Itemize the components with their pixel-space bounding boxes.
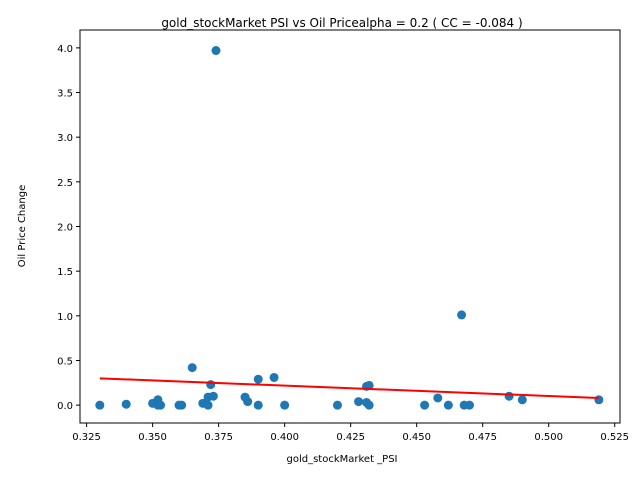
x-tick-label: 0.425 (336, 432, 365, 443)
data-point (420, 400, 430, 410)
data-point (156, 400, 166, 410)
data-point (443, 400, 453, 410)
y-tick-label: 1.5 (57, 267, 73, 278)
data-point (457, 310, 467, 320)
data-point (187, 363, 197, 373)
y-tick-label: 2.0 (57, 223, 73, 234)
x-tick-label: 0.325 (72, 432, 101, 443)
x-tick-label: 0.350 (138, 432, 167, 443)
data-point (269, 372, 279, 382)
data-point (464, 400, 474, 410)
y-tick-label: 0.5 (57, 356, 73, 367)
x-tick-label: 0.400 (270, 432, 299, 443)
x-axis-label: gold_stockMarket _PSI (286, 454, 397, 465)
x-tick-label: 0.475 (468, 432, 497, 443)
data-point (95, 400, 105, 410)
data-point (332, 400, 342, 410)
y-tick-label: 0.0 (57, 401, 73, 412)
data-point (280, 400, 290, 410)
data-point (253, 374, 263, 384)
data-point (211, 46, 221, 56)
regression-line (99, 377, 599, 399)
x-tick-label: 0.500 (534, 432, 563, 443)
data-point (253, 400, 263, 410)
data-point (517, 395, 527, 405)
x-tick-label: 0.525 (600, 432, 629, 443)
data-point (206, 380, 216, 390)
plot-frame (79, 29, 621, 424)
chart-title: gold_stockMarket PSI vs Oil Pricealpha =… (161, 16, 522, 30)
y-tick-label: 4.0 (57, 44, 73, 55)
data-point (433, 393, 443, 403)
x-tick-label: 0.450 (402, 432, 431, 443)
data-point (364, 380, 374, 390)
data-point (504, 391, 514, 401)
data-point (354, 397, 364, 407)
data-point (121, 399, 131, 409)
x-tick-label: 0.375 (204, 432, 233, 443)
y-tick-label: 3.0 (57, 133, 73, 144)
y-tick-label: 2.5 (57, 178, 73, 189)
data-point (243, 397, 253, 407)
data-point (208, 391, 218, 401)
y-tick-label: 3.5 (57, 89, 73, 100)
data-point (594, 395, 604, 405)
y-tick-label: 1.0 (57, 312, 73, 323)
data-point (203, 400, 213, 410)
y-axis-label: Oil Price Change (17, 185, 28, 267)
data-point (177, 400, 187, 410)
data-point (364, 400, 374, 410)
